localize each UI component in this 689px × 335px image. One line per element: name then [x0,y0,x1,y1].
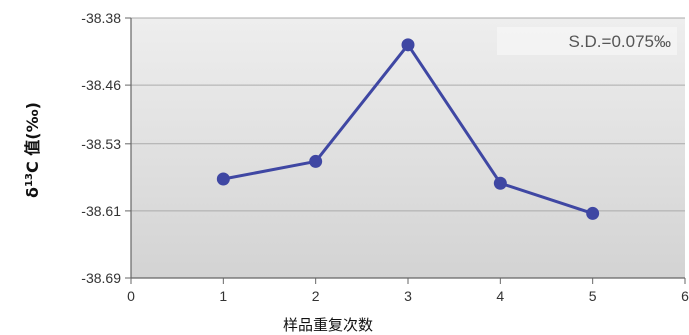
series-group [216,38,600,220]
annotation-box [497,27,677,55]
y-axis-title-prefix: δ [23,187,42,198]
data-point [493,176,507,190]
x-tick-label: 1 [219,288,227,304]
data-point [309,154,323,168]
x-tick-label: 0 [127,288,135,304]
y-axis-title: δ13C 值(‰) [23,102,42,198]
sd-annotation: S.D.=0.075‰ [568,32,671,51]
x-tick-label: 6 [681,288,689,304]
data-point [216,172,230,186]
data-point [586,206,600,220]
x-tick-label: 5 [589,288,597,304]
x-tick-label: 4 [496,288,504,304]
y-axis-title-suffix: C 值(‰) [23,102,42,173]
y-tick-label: -38.53 [81,136,121,152]
y-axis-ticks: -38.38 -38.46 -38.53 -38.61 -38.69 [81,10,131,286]
x-tick-label: 2 [312,288,320,304]
y-tick-label: -38.38 [81,10,121,26]
y-axis-title-superscript: 13 [24,173,35,187]
y-tick-label: -38.69 [81,270,121,286]
y-tick-label: -38.61 [81,203,121,219]
x-axis-title: 样品重复次数 [283,316,373,334]
x-tick-label: 3 [404,288,412,304]
x-axis-ticks: 0 1 2 3 4 5 6 [127,278,689,304]
plot-area [131,18,685,278]
data-point [401,38,415,52]
y-tick-label: -38.46 [81,77,121,93]
